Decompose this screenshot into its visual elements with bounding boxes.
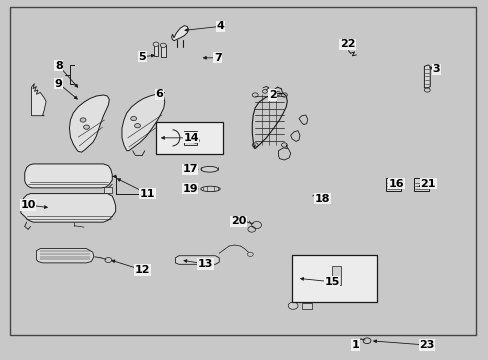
Text: 1: 1 [351,340,359,350]
Text: 10: 10 [20,200,36,210]
Text: 20: 20 [230,216,246,226]
Bar [156,122,223,154]
Polygon shape [171,26,188,41]
Polygon shape [69,95,109,152]
Text: 16: 16 [387,179,403,189]
Bar [153,44,158,56]
Text: 7: 7 [213,53,221,63]
Polygon shape [122,94,164,151]
Text: 23: 23 [418,340,434,350]
Text: 21: 21 [420,179,435,189]
Bar [413,178,428,192]
Text: 19: 19 [182,184,198,194]
Circle shape [153,42,159,46]
Polygon shape [36,249,94,263]
Text: 22: 22 [339,39,355,49]
Polygon shape [424,65,429,88]
Bar [301,303,311,309]
Bar [291,255,376,302]
Text: 8: 8 [55,61,62,71]
Polygon shape [31,84,46,116]
Circle shape [83,125,89,129]
Text: 4: 4 [216,21,224,31]
Ellipse shape [201,166,218,172]
Text: 12: 12 [134,265,150,275]
Bar [331,266,340,285]
Text: 14: 14 [183,133,199,143]
Text: 13: 13 [198,259,213,269]
Circle shape [287,302,297,309]
Polygon shape [25,164,112,188]
Text: 2: 2 [268,90,276,100]
Text: 15: 15 [324,277,339,287]
Polygon shape [21,194,116,222]
Polygon shape [301,261,329,291]
Ellipse shape [201,186,220,192]
Text: 3: 3 [432,64,440,74]
Text: 6: 6 [155,89,163,99]
Text: 18: 18 [314,194,329,203]
Text: 11: 11 [139,189,155,199]
Circle shape [134,123,140,128]
Bar [104,187,112,193]
Bar [161,45,165,57]
Circle shape [160,43,166,48]
Circle shape [80,118,86,122]
Bar [385,178,400,192]
Circle shape [192,138,199,143]
Circle shape [130,116,136,121]
Text: 17: 17 [182,164,197,174]
Text: 9: 9 [55,78,62,89]
Text: 5: 5 [138,52,146,62]
Bar [183,131,197,145]
Polygon shape [175,256,219,264]
